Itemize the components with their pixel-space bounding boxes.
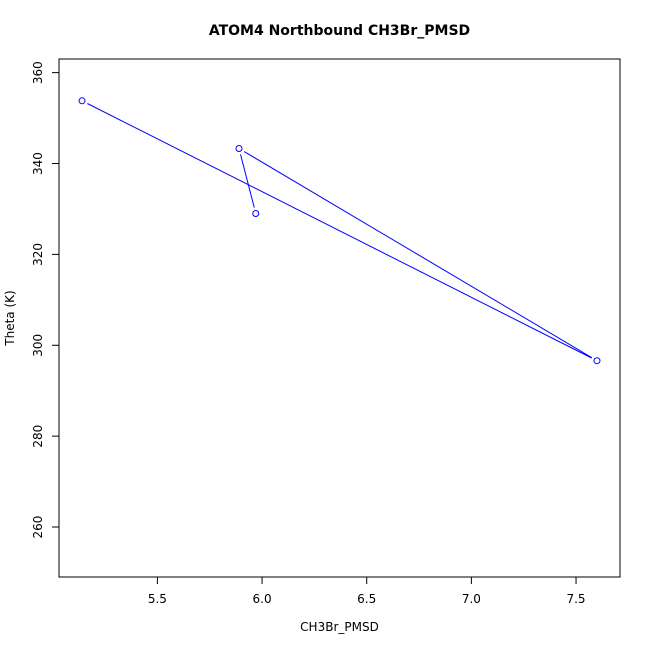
x-tick-label: 7.5 bbox=[566, 592, 585, 606]
data-point bbox=[252, 209, 260, 217]
y-tick-label: 280 bbox=[31, 425, 45, 448]
x-axis: 5.5 6.0 6.5 7.0 7.5 bbox=[148, 576, 586, 606]
y-tick-label: 340 bbox=[31, 152, 45, 175]
x-tick-label: 6.5 bbox=[357, 592, 376, 606]
series-line-segment bbox=[87, 103, 592, 359]
series-line-segment bbox=[243, 151, 593, 359]
y-tick-label: 320 bbox=[31, 243, 45, 266]
x-tick-label: 5.5 bbox=[148, 592, 167, 606]
y-tick-label: 260 bbox=[31, 516, 45, 539]
plot-frame bbox=[58, 58, 621, 578]
series-line-segment bbox=[240, 154, 255, 208]
data-point bbox=[593, 357, 601, 365]
x-tick-label: 7.0 bbox=[462, 592, 481, 606]
chart-title: ATOM4 Northbound CH3Br_PMSD bbox=[209, 23, 470, 39]
y-axis-label: Theta (K) bbox=[3, 290, 17, 346]
series-layer bbox=[78, 97, 601, 365]
x-axis-label: CH3Br_PMSD bbox=[300, 620, 379, 634]
data-point bbox=[78, 97, 86, 105]
y-axis: 260 280 300 320 340 360 bbox=[31, 61, 60, 539]
data-point bbox=[235, 145, 243, 153]
y-tick-label: 300 bbox=[31, 334, 45, 357]
x-tick-label: 6.0 bbox=[253, 592, 272, 606]
y-tick-label: 360 bbox=[31, 61, 45, 84]
